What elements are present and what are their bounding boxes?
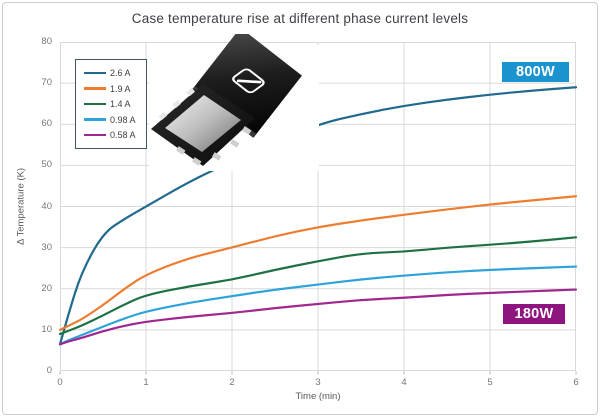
legend-item: 0.98 A <box>84 115 136 125</box>
legend-item: 1.9 A <box>84 84 136 94</box>
legend-line-swatch <box>84 71 106 75</box>
legend-label: 2.6 A <box>110 68 131 78</box>
x-axis-title: Time (min) <box>295 391 341 402</box>
legend-item: 1.4 A <box>84 99 136 109</box>
power-badge-180w: 180W <box>503 304 565 324</box>
legend-line-swatch <box>84 133 106 137</box>
chart-title: Case temperature rise at different phase… <box>131 11 469 26</box>
legend-item: 2.6 A <box>84 68 136 78</box>
st-logo-icon <box>232 68 265 94</box>
series-line-0.58A <box>58 288 578 346</box>
series-line-1.4A <box>58 236 578 336</box>
power-badge-800w: 800W <box>502 62 569 82</box>
legend-label: 1.4 A <box>110 99 131 109</box>
legend-label: 0.58 A <box>110 130 136 140</box>
chip-bottom-view <box>151 84 255 166</box>
legend-label: 0.98 A <box>110 114 136 125</box>
series-line-1.9A <box>58 195 578 331</box>
legend-line-swatch <box>84 102 106 106</box>
legend: 2.6 A 1.9 A 1.4 A 0.98 A 0.58 A <box>75 59 147 149</box>
legend-item: 0.58 A <box>84 130 136 140</box>
legend-line-swatch <box>84 87 106 90</box>
legend-label: 1.9 A <box>110 83 131 94</box>
y-axis-title: Δ Temperature (K) <box>15 167 27 246</box>
legend-line-swatch <box>84 118 106 121</box>
chip-package-photo <box>149 34 319 171</box>
series-line-0.98A <box>58 265 578 346</box>
plot-border <box>60 42 576 371</box>
